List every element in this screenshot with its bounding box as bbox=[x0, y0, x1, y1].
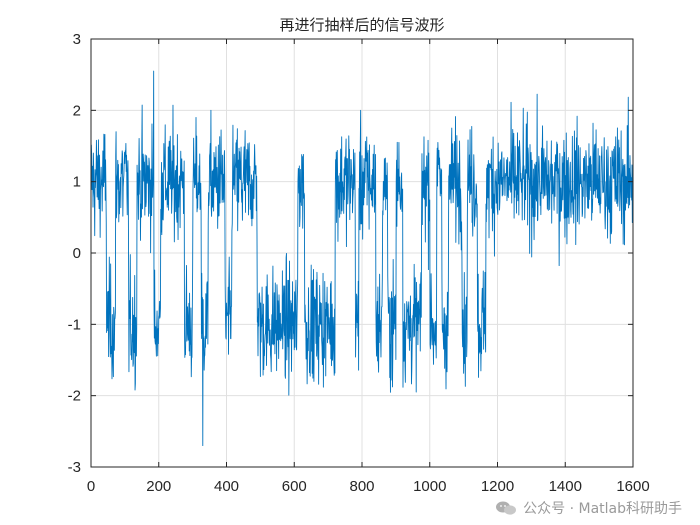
tick-marks bbox=[90, 38, 634, 468]
x-tick-label: 1400 bbox=[549, 478, 582, 495]
y-tick-label: 3 bbox=[73, 31, 81, 48]
x-tick-labels: 0 200 400 600 800 1000 1200 1400 1600 bbox=[87, 478, 650, 495]
x-tick-label: 0 bbox=[87, 478, 95, 495]
y-tick-labels: -3 -2 -1 0 1 2 3 bbox=[68, 31, 81, 476]
y-tick-label: -3 bbox=[68, 459, 81, 476]
chart-title: 再进行抽样后的信号波形 bbox=[279, 16, 444, 34]
series-layer bbox=[90, 70, 634, 447]
y-tick-label: 0 bbox=[73, 245, 81, 262]
watermark-text: 公众号 · Matlab科研助手 bbox=[523, 501, 682, 517]
y-tick-label: 1 bbox=[73, 174, 81, 191]
x-tick-label: 400 bbox=[214, 478, 239, 495]
signal-line bbox=[90, 70, 634, 447]
watermark: 公众号 · Matlab科研助手 bbox=[495, 498, 682, 518]
x-tick-label: 1000 bbox=[413, 478, 446, 495]
y-tick-label: 2 bbox=[73, 102, 81, 119]
x-tick-label: 200 bbox=[146, 478, 171, 495]
x-tick-label: 1600 bbox=[616, 478, 649, 495]
y-tick-label: -2 bbox=[68, 388, 81, 405]
wechat-icon bbox=[496, 501, 517, 515]
x-tick-label: 1200 bbox=[481, 478, 514, 495]
x-tick-label: 600 bbox=[282, 478, 307, 495]
x-tick-label: 800 bbox=[349, 478, 374, 495]
y-tick-label: -1 bbox=[68, 316, 81, 333]
